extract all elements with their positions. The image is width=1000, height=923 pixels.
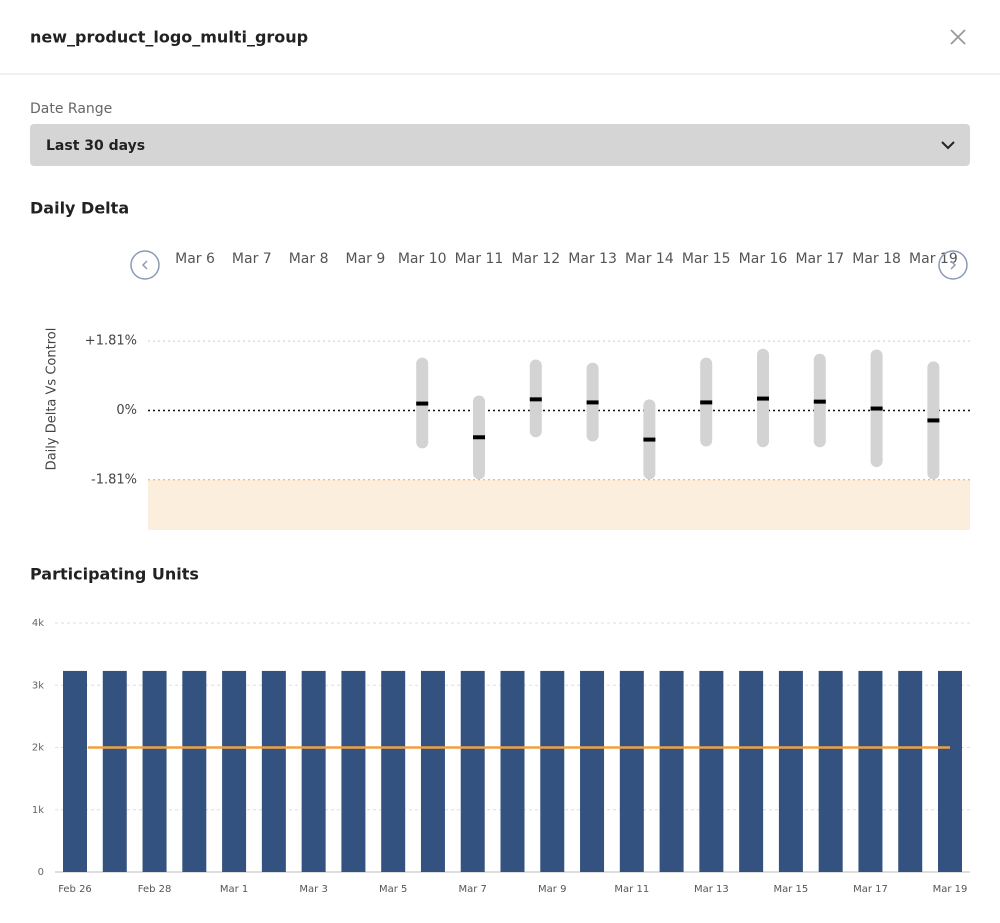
y-axis-label: Daily Delta Vs Control: [45, 328, 60, 471]
y-tick-label: 3k: [32, 680, 44, 691]
bar: [63, 670, 87, 872]
estimate-mark: [643, 437, 656, 442]
date-label: Mar 15: [682, 251, 731, 267]
delta-chart: Daily Delta Vs Control +1.81% 0% -1.81% Mar …: [45, 251, 970, 530]
estimate-mark: [700, 400, 713, 405]
threshold-region: [148, 479, 970, 530]
bar: [619, 670, 644, 872]
bar: [182, 670, 207, 872]
y-tick-label: 2k: [32, 743, 44, 754]
bar: [420, 670, 445, 872]
x-tick-label: Mar 3: [299, 884, 327, 895]
y-tick-label: 0%: [116, 403, 137, 418]
bar: [739, 670, 764, 872]
bar: [898, 670, 923, 872]
estimate-mark: [416, 401, 429, 406]
y-tick-label: 1k: [32, 805, 44, 816]
bar: [381, 670, 406, 872]
x-tick-label: Mar 17: [853, 884, 888, 895]
date-label: Mar 7: [232, 251, 272, 267]
units-chart: 0 1k 2k 3k 4k Feb 26 Feb 28 Mar 1 Mar 3 Mar 5 Mar …: [32, 618, 970, 895]
x-tick-label: Mar 7: [459, 884, 487, 895]
modal-title: new_product_logo_multi_group: [30, 28, 308, 47]
date-label: Mar 16: [739, 251, 788, 267]
bar: [142, 670, 167, 872]
date-label: Mar 6: [175, 251, 215, 267]
estimate-mark: [473, 435, 485, 440]
date-label: Mar 14: [625, 251, 674, 267]
estimate-mark: [757, 396, 769, 401]
estimate-mark: [927, 418, 940, 423]
bar: [301, 670, 326, 872]
y-tick-label: +1.81%: [85, 334, 137, 349]
bar: [500, 670, 525, 872]
date-label: Mar 18: [852, 251, 901, 267]
bar: [540, 670, 565, 872]
bar: [460, 670, 485, 872]
section-title: Daily Delta: [30, 199, 129, 218]
x-tick-label: Feb 26: [58, 884, 92, 895]
next-button[interactable]: [938, 250, 968, 280]
y-tick-label: 4k: [32, 618, 44, 629]
field-label: Date Range: [30, 101, 112, 117]
y-tick-label: 0: [38, 867, 44, 878]
date-label: Mar 10: [398, 251, 447, 267]
date-label: Mar 17: [795, 251, 844, 267]
bar: [102, 670, 127, 872]
bar: [341, 670, 366, 872]
bar: [222, 670, 247, 872]
date-label: Mar 8: [289, 251, 329, 267]
x-tick-label: Feb 28: [138, 884, 172, 895]
date-label: Mar 12: [511, 251, 560, 267]
bar: [699, 670, 724, 872]
section-title: Participating Units: [30, 565, 199, 584]
prev-button[interactable]: [130, 250, 160, 280]
dropdown-arrow: [941, 141, 955, 150]
date-label: Mar 13: [568, 251, 617, 267]
date-label: Mar 9: [346, 251, 386, 267]
x-tick-label: Mar 19: [933, 884, 968, 895]
bar: [858, 670, 883, 872]
bar: [938, 670, 962, 872]
date-label: Mar 19: [909, 251, 958, 267]
x-tick-label: Mar 11: [614, 884, 649, 895]
bar: [580, 670, 605, 872]
estimate-mark: [813, 399, 826, 404]
estimate-mark: [586, 400, 599, 405]
bar: [261, 670, 286, 872]
bar: [818, 670, 843, 872]
x-tick-label: Mar 15: [774, 884, 809, 895]
x-tick-label: Mar 1: [220, 884, 248, 895]
close-button[interactable]: [950, 29, 966, 45]
x-tick-label: Mar 9: [538, 884, 566, 895]
estimate-mark: [529, 397, 542, 402]
date-label: Mar 11: [455, 251, 504, 267]
x-tick-label: Mar 5: [379, 884, 407, 895]
bar: [659, 670, 684, 872]
date-dropdown[interactable]: [30, 124, 970, 166]
y-tick-label: -1.81%: [91, 472, 137, 487]
x-tick-label: Mar 13: [694, 884, 729, 895]
bar: [778, 670, 803, 872]
estimate-mark: [870, 406, 883, 411]
dropdown-value: Last 30 days: [46, 138, 145, 154]
